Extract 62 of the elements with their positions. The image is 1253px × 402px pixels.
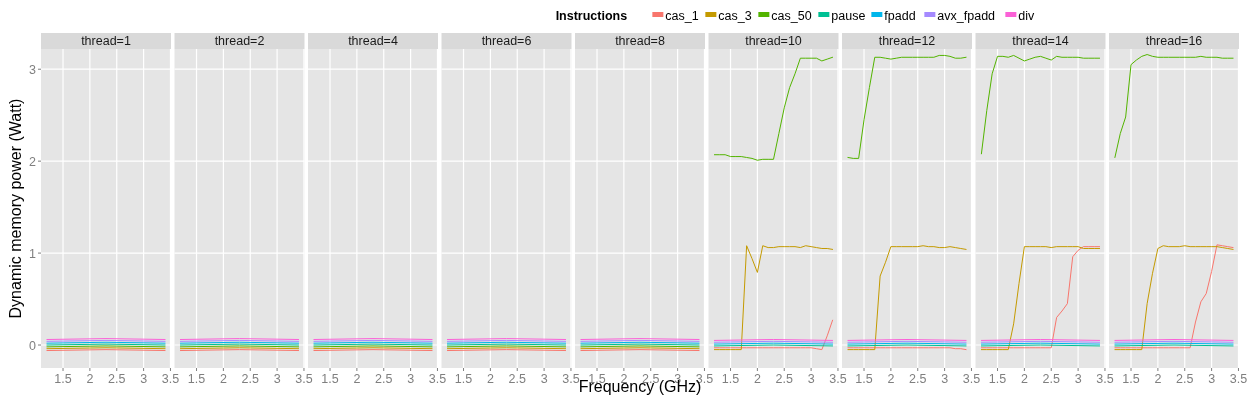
x-tick-label: 2	[887, 372, 895, 386]
x-tick-label: 2.5	[1176, 372, 1194, 386]
x-tick-label: 1.5	[1122, 372, 1140, 386]
x-tick-label: 3.5	[428, 372, 447, 386]
x-tick-label: 2	[1020, 372, 1028, 386]
x-tick-label: 2	[486, 372, 494, 386]
chart-title: thread=10	[745, 34, 802, 48]
x-tick-label: 1.5	[321, 372, 339, 386]
x-tick-label: 3.5	[1096, 372, 1114, 386]
x-tick-label: 3	[140, 372, 148, 386]
x-tick-label: 3	[807, 372, 815, 386]
x-tick-label: 2	[219, 372, 227, 386]
x-tick-label: 1.5	[454, 372, 473, 386]
x-tick-label: 3	[407, 372, 415, 386]
x-tick-label: 3.5	[829, 372, 847, 386]
chart-title: thread=2	[214, 34, 265, 48]
x-tick-label: 3.5	[161, 372, 180, 386]
x-tick-label: 2.5	[375, 372, 393, 386]
x-tick-label: 3	[540, 372, 548, 386]
chart-title: thread=14	[1012, 34, 1069, 48]
x-tick-label: 1.5	[988, 372, 1007, 386]
legend-label: avx_fpadd	[937, 8, 996, 23]
x-tick-label: 2	[1154, 372, 1162, 386]
chart-title: thread=6	[481, 34, 532, 48]
x-tick-label: 1.5	[187, 372, 206, 386]
x-tick-label: 2.5	[1042, 372, 1060, 386]
legend-label: cas_3	[718, 8, 752, 23]
x-tick-label: 3	[941, 372, 949, 386]
x-tick-label: 2	[753, 372, 761, 386]
x-tick-label: 2	[86, 372, 94, 386]
legend-label: cas_50	[771, 8, 812, 23]
x-tick-label: 3.5	[1229, 372, 1248, 386]
y-axis-title: Dynamic memory power (Watt)	[7, 98, 24, 319]
y-tick-label: 1	[29, 246, 37, 261]
x-tick-label: 1.5	[721, 372, 740, 386]
x-tick-label: 2.5	[108, 372, 126, 386]
legend-label: pause	[831, 8, 866, 23]
x-tick-label: 3	[1074, 372, 1082, 386]
x-tick-label: 1.5	[855, 372, 873, 386]
legend-label: fpadd	[884, 8, 916, 23]
x-tick-label: 3.5	[562, 372, 580, 386]
x-tick-label: 2.5	[909, 372, 927, 386]
x-tick-label: 3	[273, 372, 281, 386]
legend-title: Instructions	[555, 8, 628, 23]
x-tick-label: 2.5	[775, 372, 793, 386]
x-tick-label: 2.5	[508, 372, 526, 386]
chart-title: thread=1	[81, 34, 131, 48]
chart-title: thread=16	[1145, 34, 1203, 48]
legend-label: cas_1	[665, 8, 699, 23]
x-tick-label: 2	[353, 372, 361, 386]
chart-title: thread=4	[348, 34, 398, 48]
chart-title: thread=8	[615, 34, 665, 48]
y-tick-label: 2	[29, 154, 37, 169]
chart-title: thread=12	[878, 34, 936, 48]
legend-label: div	[1018, 8, 1036, 23]
x-tick-label: 3.5	[295, 372, 313, 386]
x-tick-label: 3	[1208, 372, 1216, 386]
x-tick-label: 3.5	[962, 372, 981, 386]
x-tick-label: 1.5	[54, 372, 72, 386]
y-tick-label: 3	[29, 62, 37, 77]
y-tick-label: 0	[29, 338, 37, 353]
x-tick-label: 2.5	[241, 372, 259, 386]
